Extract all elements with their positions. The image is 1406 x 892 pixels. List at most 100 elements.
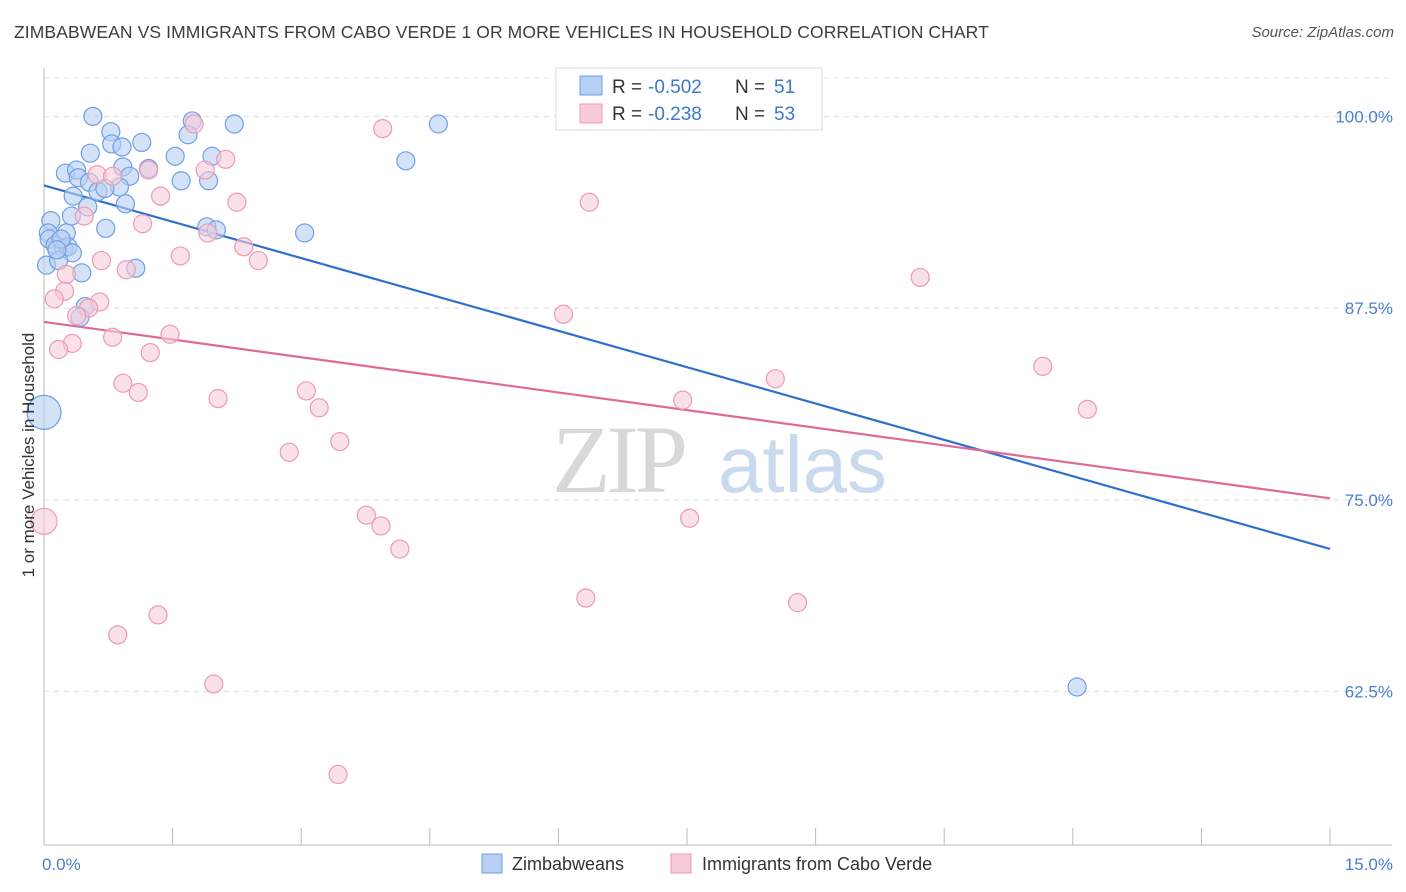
- cabo-verde-point-3: [195, 160, 215, 180]
- cabo-verde-point-18: [56, 264, 76, 284]
- cabo-verde-point-32: [765, 369, 785, 389]
- cabo-verde-point-0: [184, 114, 204, 134]
- stats-box: R = -0.502 N = 51 R = -0.238 N = 53: [555, 67, 823, 131]
- cabo-verde-point-25: [66, 306, 87, 326]
- cabo-verde-point-43: [371, 516, 391, 536]
- cabo-verde-point-30: [140, 342, 160, 363]
- cabo-verde-point-36: [208, 389, 228, 409]
- zimbabweans-point-3: [224, 114, 244, 134]
- cabo-verde-point-26: [160, 324, 180, 344]
- stats-r-label-2: R =: [612, 104, 642, 125]
- stats-n-value-1: 51: [774, 77, 795, 98]
- cabo-verde-point-12: [198, 223, 218, 243]
- cabo-verde-point-31: [1033, 356, 1053, 376]
- cabo-verde-point-40: [330, 431, 350, 452]
- zimbabweans-point-0: [83, 106, 103, 126]
- stats-swatch-zimbabweans: [579, 75, 603, 96]
- zimbabweans-point-47: [26, 394, 62, 431]
- zimbabweans-point-50: [47, 240, 67, 260]
- cabo-verde-point-51: [328, 764, 348, 785]
- cabo-verde-point-33: [113, 373, 133, 393]
- y-tick-label-2: 75.0%: [1345, 491, 1393, 510]
- cabo-verde-point-15: [248, 250, 268, 271]
- zimbabweans-point-20: [171, 171, 191, 191]
- points: [26, 106, 1097, 785]
- cabo-verde-point-39: [1077, 399, 1097, 419]
- cabo-verde-point-10: [74, 206, 94, 226]
- cabo-verde-point-44: [679, 508, 700, 528]
- cabo-verde-point-21: [44, 289, 64, 309]
- legend-label-cabo-verde: Immigrants from Cabo Verde: [702, 854, 932, 874]
- cabo-verde-trend-line: [43, 320, 1331, 500]
- zimbabweans-point-8: [80, 143, 100, 163]
- zimbabweans-point-10: [165, 146, 185, 166]
- tick-labels: 100.0% 87.5% 75.0% 62.5% 0.0% 15.0%: [42, 107, 1393, 874]
- y-tick-label-1: 87.5%: [1345, 299, 1393, 318]
- watermark: ZIP atlas: [552, 406, 887, 513]
- cabo-verde-point-27: [102, 327, 123, 347]
- cabo-verde-point-45: [390, 539, 410, 559]
- zimbabweans-trend-line: [43, 184, 1331, 550]
- legend: Zimbabweans Immigrants from Cabo Verde: [481, 853, 932, 874]
- zimbabweans-point-4: [428, 114, 448, 134]
- stats-n-value-2: 53: [774, 104, 795, 125]
- gridlines: [44, 77, 1392, 693]
- zimbabweans-point-48: [1067, 677, 1087, 697]
- cabo-verde-point-1: [373, 119, 393, 139]
- watermark-zip: ZIP: [552, 406, 685, 513]
- cabo-verde-point-14: [170, 246, 190, 266]
- x-tick-label-1: 15.0%: [1345, 855, 1393, 874]
- trend-lines: [43, 184, 1331, 550]
- cabo-verde-point-49: [108, 625, 128, 645]
- cabo-verde-point-38: [309, 398, 329, 418]
- cabo-verde-point-48: [148, 605, 168, 625]
- chart-title: ZIMBABWEAN VS IMMIGRANTS FROM CABO VERDE…: [14, 22, 989, 42]
- cabo-verde-point-50: [204, 674, 224, 694]
- cabo-verde-point-42: [356, 505, 376, 525]
- cabo-verde-point-29: [48, 339, 69, 360]
- cabo-verde-point-17: [116, 260, 136, 280]
- stats-n-label-1: N =: [735, 77, 765, 98]
- legend-swatch-cabo-verde: [670, 853, 692, 874]
- cabo-verde-point-37: [673, 390, 693, 410]
- legend-swatch-zimbabweans: [481, 853, 503, 874]
- cabo-verde-point-4: [138, 160, 159, 180]
- cabo-verde-point-9: [579, 192, 599, 212]
- stats-r-value-2: -0.238: [648, 104, 702, 125]
- watermark-atlas: atlas: [718, 420, 887, 509]
- cabo-verde-point-13: [234, 237, 254, 257]
- zimbabweans-point-25: [63, 186, 83, 206]
- cabo-verde-point-35: [128, 382, 148, 403]
- cabo-verde-point-41: [279, 442, 299, 462]
- zimbabweans-point-12: [396, 151, 416, 171]
- cabo-verde-point-34: [296, 381, 316, 401]
- x-tick-label-0: 0.0%: [42, 855, 81, 874]
- zimbabweans-point-31: [96, 218, 116, 238]
- cabo-verde-point-47: [787, 593, 808, 613]
- cabo-verde-point-2: [216, 149, 236, 169]
- cabo-verde-point-8: [227, 192, 247, 212]
- cabo-verde-point-6: [102, 166, 123, 186]
- zimbabweans-point-34: [295, 223, 315, 243]
- stats-r-label-1: R =: [612, 77, 642, 98]
- stats-swatch-cabo-verde: [579, 103, 603, 124]
- axes: [43, 68, 1392, 846]
- y-axis-label: 1 or more Vehicles in Household: [19, 333, 38, 578]
- cabo-verde-point-24: [553, 304, 574, 324]
- y-tick-label-3: 62.5%: [1345, 683, 1393, 702]
- cabo-verde-point-7: [150, 186, 171, 206]
- stats-r-value-1: -0.502: [648, 77, 702, 98]
- source-label: Source: ZipAtlas.com: [1251, 24, 1394, 41]
- zimbabweans-point-9: [112, 137, 132, 157]
- zimbabweans-point-6: [132, 132, 152, 153]
- zimbabweans-point-26: [115, 194, 136, 214]
- legend-label-zimbabweans: Zimbabweans: [512, 854, 624, 874]
- cabo-verde-point-11: [132, 214, 153, 234]
- cabo-verde-point-52: [30, 507, 58, 535]
- y-tick-label-0: 100.0%: [1335, 107, 1393, 126]
- cabo-verde-point-46: [576, 588, 596, 608]
- cabo-verde-point-16: [91, 250, 112, 271]
- stats-n-label-2: N =: [735, 104, 765, 125]
- cabo-verde-point-19: [910, 267, 930, 288]
